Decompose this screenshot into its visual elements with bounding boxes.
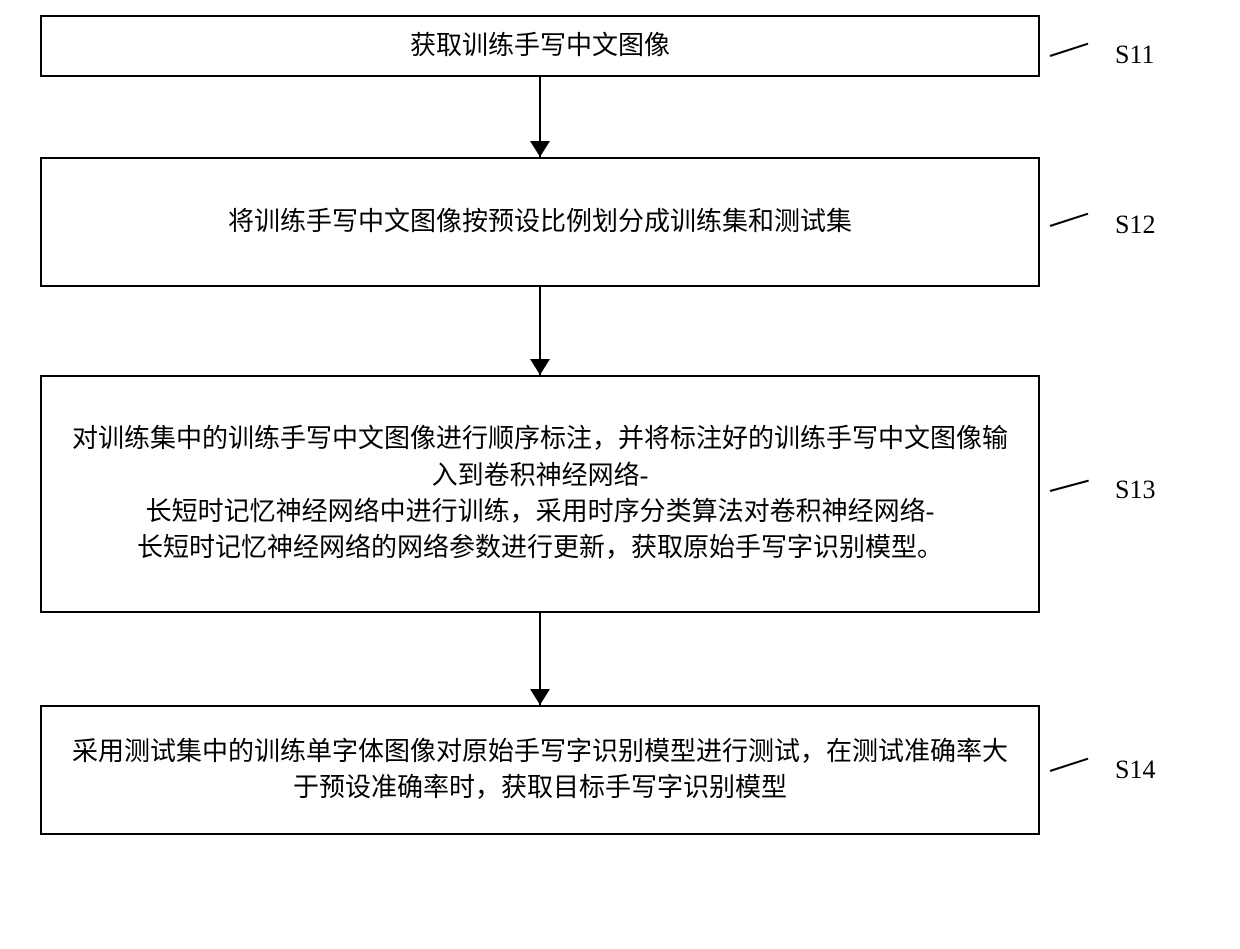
node-text: 获取训练手写中文图像 — [410, 28, 670, 64]
step-label: S11 — [1115, 40, 1155, 70]
node-text: 采用测试集中的训练单字体图像对原始手写字识别模型进行测试，在测试准确率大于预设准… — [62, 734, 1018, 807]
flowchart-node: 对训练集中的训练手写中文图像进行顺序标注，并将标注好的训练手写中文图像输入到卷积… — [40, 375, 1040, 613]
flowchart-arrow — [40, 613, 1040, 705]
node-text: 将训练手写中文图像按预设比例划分成训练集和测试集 — [228, 204, 852, 240]
flowchart-node: 将训练手写中文图像按预设比例划分成训练集和测试集 — [40, 157, 1040, 287]
label-connector — [1050, 43, 1089, 57]
label-connector — [1050, 758, 1089, 772]
step-label: S13 — [1115, 475, 1155, 505]
label-connector — [1050, 213, 1089, 227]
step-label: S14 — [1115, 755, 1155, 785]
step-label: S12 — [1115, 210, 1155, 240]
label-connector — [1050, 480, 1089, 492]
flowchart-node: 获取训练手写中文图像 — [40, 15, 1040, 77]
flowchart-arrow — [40, 287, 1040, 375]
flowchart-arrow — [40, 77, 1040, 157]
flowchart-node: 采用测试集中的训练单字体图像对原始手写字识别模型进行测试，在测试准确率大于预设准… — [40, 705, 1040, 835]
node-text: 对训练集中的训练手写中文图像进行顺序标注，并将标注好的训练手写中文图像输入到卷积… — [62, 421, 1018, 567]
